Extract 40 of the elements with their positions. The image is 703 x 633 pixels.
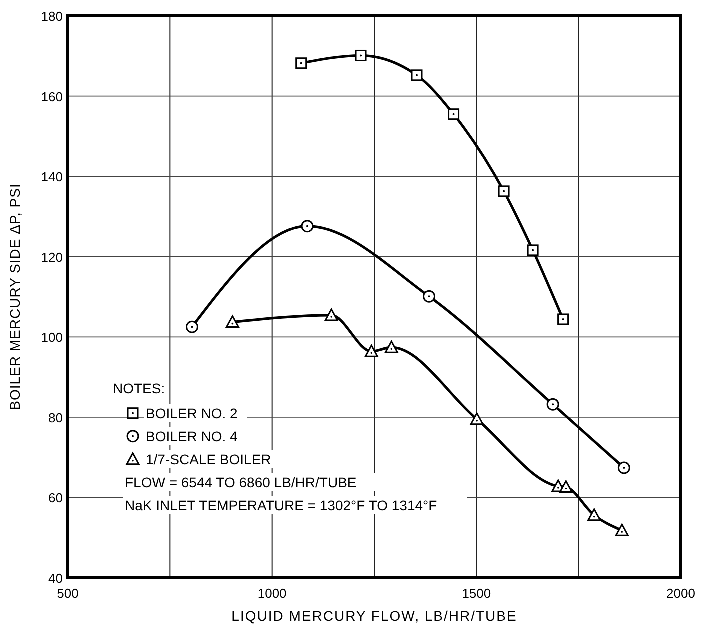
point — [384, 340, 398, 354]
point — [527, 244, 539, 256]
legend-label: BOILER NO. 4 — [146, 428, 238, 444]
x-axis-title: LIQUID MERCURY FLOW, LB/HR/TUBE — [232, 608, 518, 624]
y-tick-label: 80 — [48, 410, 63, 426]
point — [618, 462, 630, 474]
x-tick-label: 1500 — [462, 586, 492, 601]
y-tick-label: 180 — [41, 9, 63, 24]
point — [423, 290, 436, 303]
annotation: NOTES: — [113, 380, 166, 396]
point — [411, 70, 423, 82]
x-tick-label: 500 — [57, 586, 79, 601]
annotation: NaK INLET TEMPERATURE = 1302°F TO 1314°F — [125, 497, 438, 514]
point — [559, 480, 573, 494]
point — [558, 314, 570, 326]
legend-label: BOILER NO. 2 — [146, 405, 238, 422]
y-tick-label: 100 — [41, 330, 63, 346]
point — [588, 508, 602, 522]
point — [301, 220, 314, 233]
y-tick-label: 120 — [41, 250, 63, 265]
point — [355, 50, 367, 62]
x-tick-label: 2000 — [666, 586, 696, 601]
y-tick-label: 60 — [48, 490, 63, 506]
y-axis-title: BOILER MERCURY SIDE ΔP, PSI — [7, 184, 23, 410]
x-tick-label: 1000 — [258, 586, 287, 601]
point — [615, 524, 629, 536]
point — [226, 316, 240, 328]
point — [186, 320, 198, 334]
point — [448, 108, 460, 120]
point — [498, 186, 510, 198]
point — [296, 58, 308, 70]
y-tick-label: 40 — [48, 571, 63, 586]
legend-label: 1/7-SCALE BOILER — [146, 451, 272, 468]
point — [470, 412, 484, 426]
y-tick-label: 140 — [41, 170, 63, 185]
point — [324, 308, 338, 322]
point — [364, 344, 378, 358]
annotation: FLOW = 6544 TO 6860 LB/HR/TUBE — [125, 474, 357, 490]
y-tick-label: 160 — [41, 89, 63, 104]
point — [546, 398, 560, 411]
